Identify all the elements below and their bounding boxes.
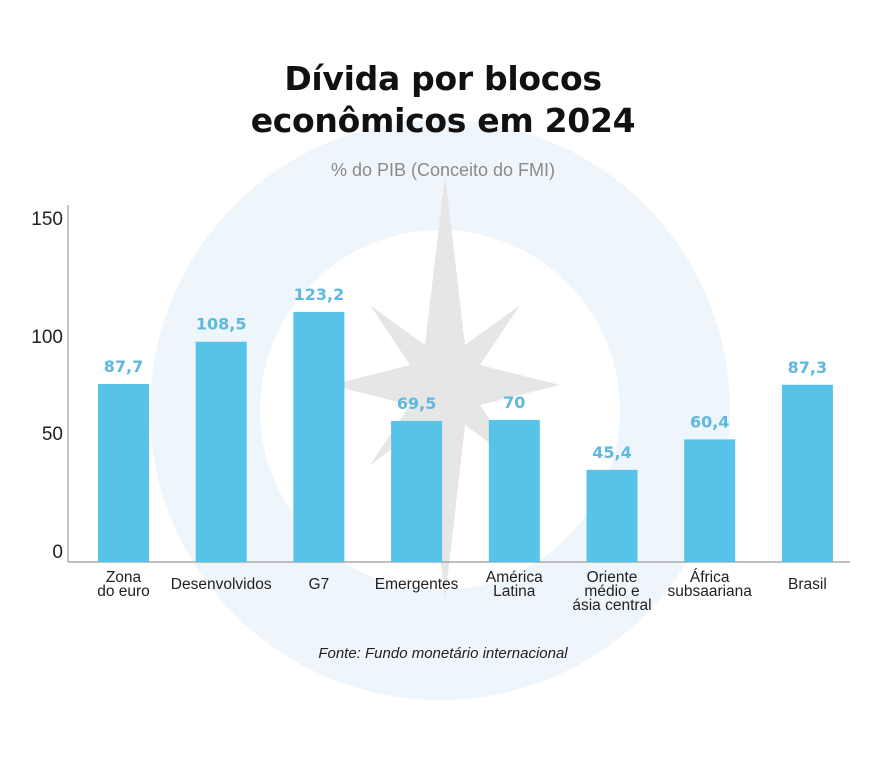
chart-title: Dívida por blocos econômicos em 2024 xyxy=(0,58,886,142)
bar xyxy=(488,419,540,562)
category-label-line: Emergentes xyxy=(375,576,459,593)
y-tick-label: 150 xyxy=(31,209,63,230)
category-label: Desenvolvidos xyxy=(171,576,272,593)
chart-title-line2: econômicos em 2024 xyxy=(250,101,636,140)
y-tick-label: 100 xyxy=(31,327,63,348)
category-label: Emergentes xyxy=(375,576,459,593)
category-label: G7 xyxy=(309,576,330,593)
value-label: 108,5 xyxy=(196,315,247,334)
category-label-line: América xyxy=(486,569,543,586)
category-label-line: Brasil xyxy=(788,576,827,593)
category-label: América Latina xyxy=(486,569,543,600)
value-label: 87,7 xyxy=(104,357,143,376)
category-label-line: Desenvolvidos xyxy=(171,576,272,593)
category-label: África subsaariana xyxy=(667,569,752,600)
bar xyxy=(586,469,638,562)
category-label-line: África xyxy=(690,569,730,586)
category-label-line: Oriente xyxy=(587,569,638,586)
value-label: 87,3 xyxy=(788,358,827,377)
value-label: 70 xyxy=(503,393,525,412)
bar xyxy=(781,384,833,562)
value-label: 69,5 xyxy=(397,394,436,413)
value-labels: 87,7 108,5 123,2 69,5 70 45,4 60,4 87,3 xyxy=(104,285,827,462)
category-label-line: Latina xyxy=(493,583,536,600)
category-labels: Zona do euro Desenvolvidos G7 Emergentes Amér… xyxy=(97,569,827,614)
compass-star-icon xyxy=(330,175,560,600)
y-tick-label: 50 xyxy=(42,424,63,445)
category-label-line: médio e xyxy=(584,583,639,600)
category-label: Oriente médio e ásia central xyxy=(572,569,651,614)
value-label: 45,4 xyxy=(592,443,631,462)
bars xyxy=(98,311,833,562)
chart-subtitle: % do PIB (Conceito do FMI) xyxy=(330,160,556,180)
bar xyxy=(98,383,149,562)
category-label-line: do euro xyxy=(97,583,150,600)
chart-title-line1: Dívida por blocos xyxy=(284,59,602,98)
category-label: Brasil xyxy=(788,576,827,593)
value-label: 60,4 xyxy=(690,412,729,431)
y-tick-label: 0 xyxy=(52,542,63,563)
bar xyxy=(391,420,443,562)
source-note: Fonte: Fundo monetário internacional xyxy=(318,645,568,662)
category-label-line: ásia central xyxy=(572,597,651,614)
value-label: 123,2 xyxy=(294,285,345,304)
bar xyxy=(684,439,736,562)
category-label: Zona do euro xyxy=(97,569,150,600)
bar xyxy=(195,341,247,562)
bar xyxy=(293,311,345,562)
category-label-line: Zona xyxy=(106,569,142,586)
category-label-line: G7 xyxy=(309,576,330,593)
y-tick-labels: 0 50 100 150 xyxy=(31,209,63,563)
category-label-line: subsaariana xyxy=(667,583,752,600)
